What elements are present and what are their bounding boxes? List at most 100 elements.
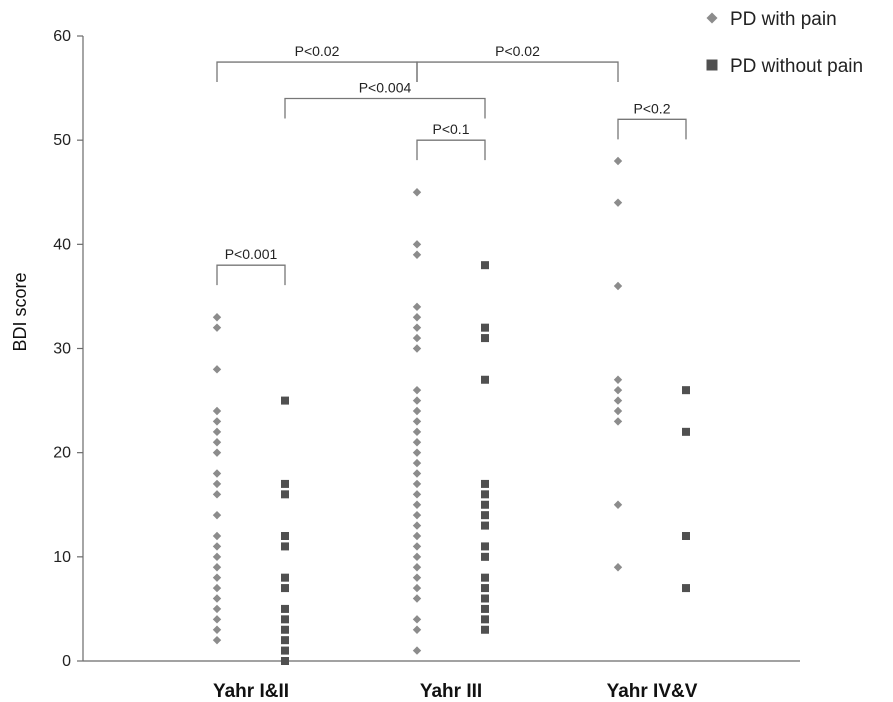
data-point-diamond	[212, 438, 222, 447]
data-point-diamond	[212, 594, 222, 603]
data-point-square	[481, 490, 489, 499]
significance-label: P<0.02	[495, 43, 540, 59]
data-point-square	[481, 479, 489, 488]
significance-label: P<0.004	[359, 80, 412, 96]
data-point-diamond	[613, 500, 623, 509]
x-category-label: Yahr IV&V	[607, 681, 698, 702]
data-point-diamond	[613, 396, 623, 405]
y-tick-label: 20	[53, 445, 71, 462]
y-tick-label: 0	[62, 653, 71, 670]
data-point-square	[481, 594, 489, 603]
data-point-diamond	[412, 573, 422, 582]
data-point-diamond	[212, 490, 222, 499]
data-point-diamond	[412, 438, 422, 447]
data-point-diamond	[412, 240, 422, 249]
data-point-diamond	[212, 417, 222, 426]
data-points	[212, 156, 690, 665]
significance-bracket	[416, 61, 619, 83]
data-point-diamond	[212, 635, 222, 645]
data-point-square	[481, 584, 489, 593]
legend-marker-square	[706, 59, 718, 71]
data-point-diamond	[412, 406, 422, 416]
data-point-square	[281, 479, 289, 488]
data-point-square	[281, 646, 289, 655]
data-point-diamond	[212, 406, 222, 416]
data-point-diamond	[212, 542, 222, 551]
y-tick-label: 40	[53, 236, 71, 253]
x-category-label: Yahr III	[420, 681, 482, 702]
data-point-diamond	[412, 510, 422, 520]
data-point-square	[281, 396, 289, 405]
x-category-label: Yahr I&II	[213, 681, 289, 702]
data-point-diamond	[613, 375, 623, 384]
data-point-square	[481, 511, 489, 520]
data-point-diamond	[613, 563, 623, 572]
data-point-diamond	[212, 625, 222, 634]
data-point-diamond	[412, 542, 422, 551]
legend: PD with pain PD without pain	[706, 9, 863, 77]
data-point-square	[682, 532, 690, 540]
data-point-diamond	[212, 563, 222, 572]
data-point-diamond	[412, 448, 422, 457]
data-point-square	[481, 552, 489, 561]
category-labels: Yahr I&II Yahr III Yahr IV&V	[213, 681, 698, 702]
data-point-diamond	[212, 323, 222, 332]
data-point-diamond	[412, 427, 422, 437]
data-point-diamond	[412, 552, 422, 562]
data-point-diamond	[412, 302, 422, 312]
data-point-diamond	[212, 427, 222, 437]
data-point-square	[481, 521, 489, 530]
data-point-square	[281, 490, 289, 499]
data-point-diamond	[613, 417, 623, 426]
legend-label: PD without pain	[730, 56, 863, 77]
data-point-diamond	[412, 417, 422, 426]
data-point-diamond	[212, 313, 222, 322]
data-point-square	[481, 625, 489, 634]
data-point-diamond	[412, 188, 422, 197]
data-point-diamond	[412, 500, 422, 509]
data-point-diamond	[412, 323, 422, 332]
significance-brackets: P<0.02 P<0.02 P<0.004 P<0.1 P<0.2 P<0.001	[216, 43, 687, 286]
data-point-diamond	[212, 469, 222, 478]
data-point-diamond	[212, 604, 222, 614]
data-point-diamond	[412, 563, 422, 572]
data-point-diamond	[212, 365, 222, 374]
data-point-diamond	[212, 479, 222, 489]
data-point-diamond	[212, 448, 222, 457]
significance-bracket	[617, 118, 687, 140]
data-point-diamond	[412, 333, 422, 343]
significance-bracket	[284, 97, 486, 119]
y-tick-label: 10	[53, 549, 71, 566]
significance-label: P<0.1	[433, 121, 470, 137]
data-point-square	[281, 584, 289, 593]
data-point-square	[481, 500, 489, 509]
data-point-diamond	[212, 531, 222, 541]
axes: 0 10 20 30 40 50 60	[53, 28, 800, 670]
data-point-square	[481, 334, 489, 343]
data-point-diamond	[412, 396, 422, 405]
data-point-diamond	[412, 250, 422, 259]
y-axis-title: BDI score	[10, 272, 30, 351]
data-point-diamond	[412, 490, 422, 499]
data-point-square	[481, 261, 489, 270]
data-point-diamond	[412, 531, 422, 541]
data-point-diamond	[412, 479, 422, 489]
data-point-square	[281, 615, 289, 624]
data-point-diamond	[412, 385, 422, 395]
data-point-diamond	[212, 552, 222, 562]
significance-label: P<0.001	[225, 246, 278, 262]
data-point-diamond	[212, 583, 222, 593]
data-point-square	[281, 532, 289, 540]
data-point-diamond	[412, 646, 422, 655]
legend-label: PD with pain	[730, 9, 837, 30]
data-point-square	[481, 542, 489, 551]
data-point-diamond	[412, 521, 422, 530]
data-point-square	[682, 584, 690, 593]
data-point-square	[281, 604, 289, 613]
data-point-square	[281, 625, 289, 634]
y-tick-label: 60	[53, 28, 71, 45]
data-point-diamond	[613, 156, 623, 166]
data-point-square	[682, 386, 690, 395]
data-point-diamond	[412, 583, 422, 593]
